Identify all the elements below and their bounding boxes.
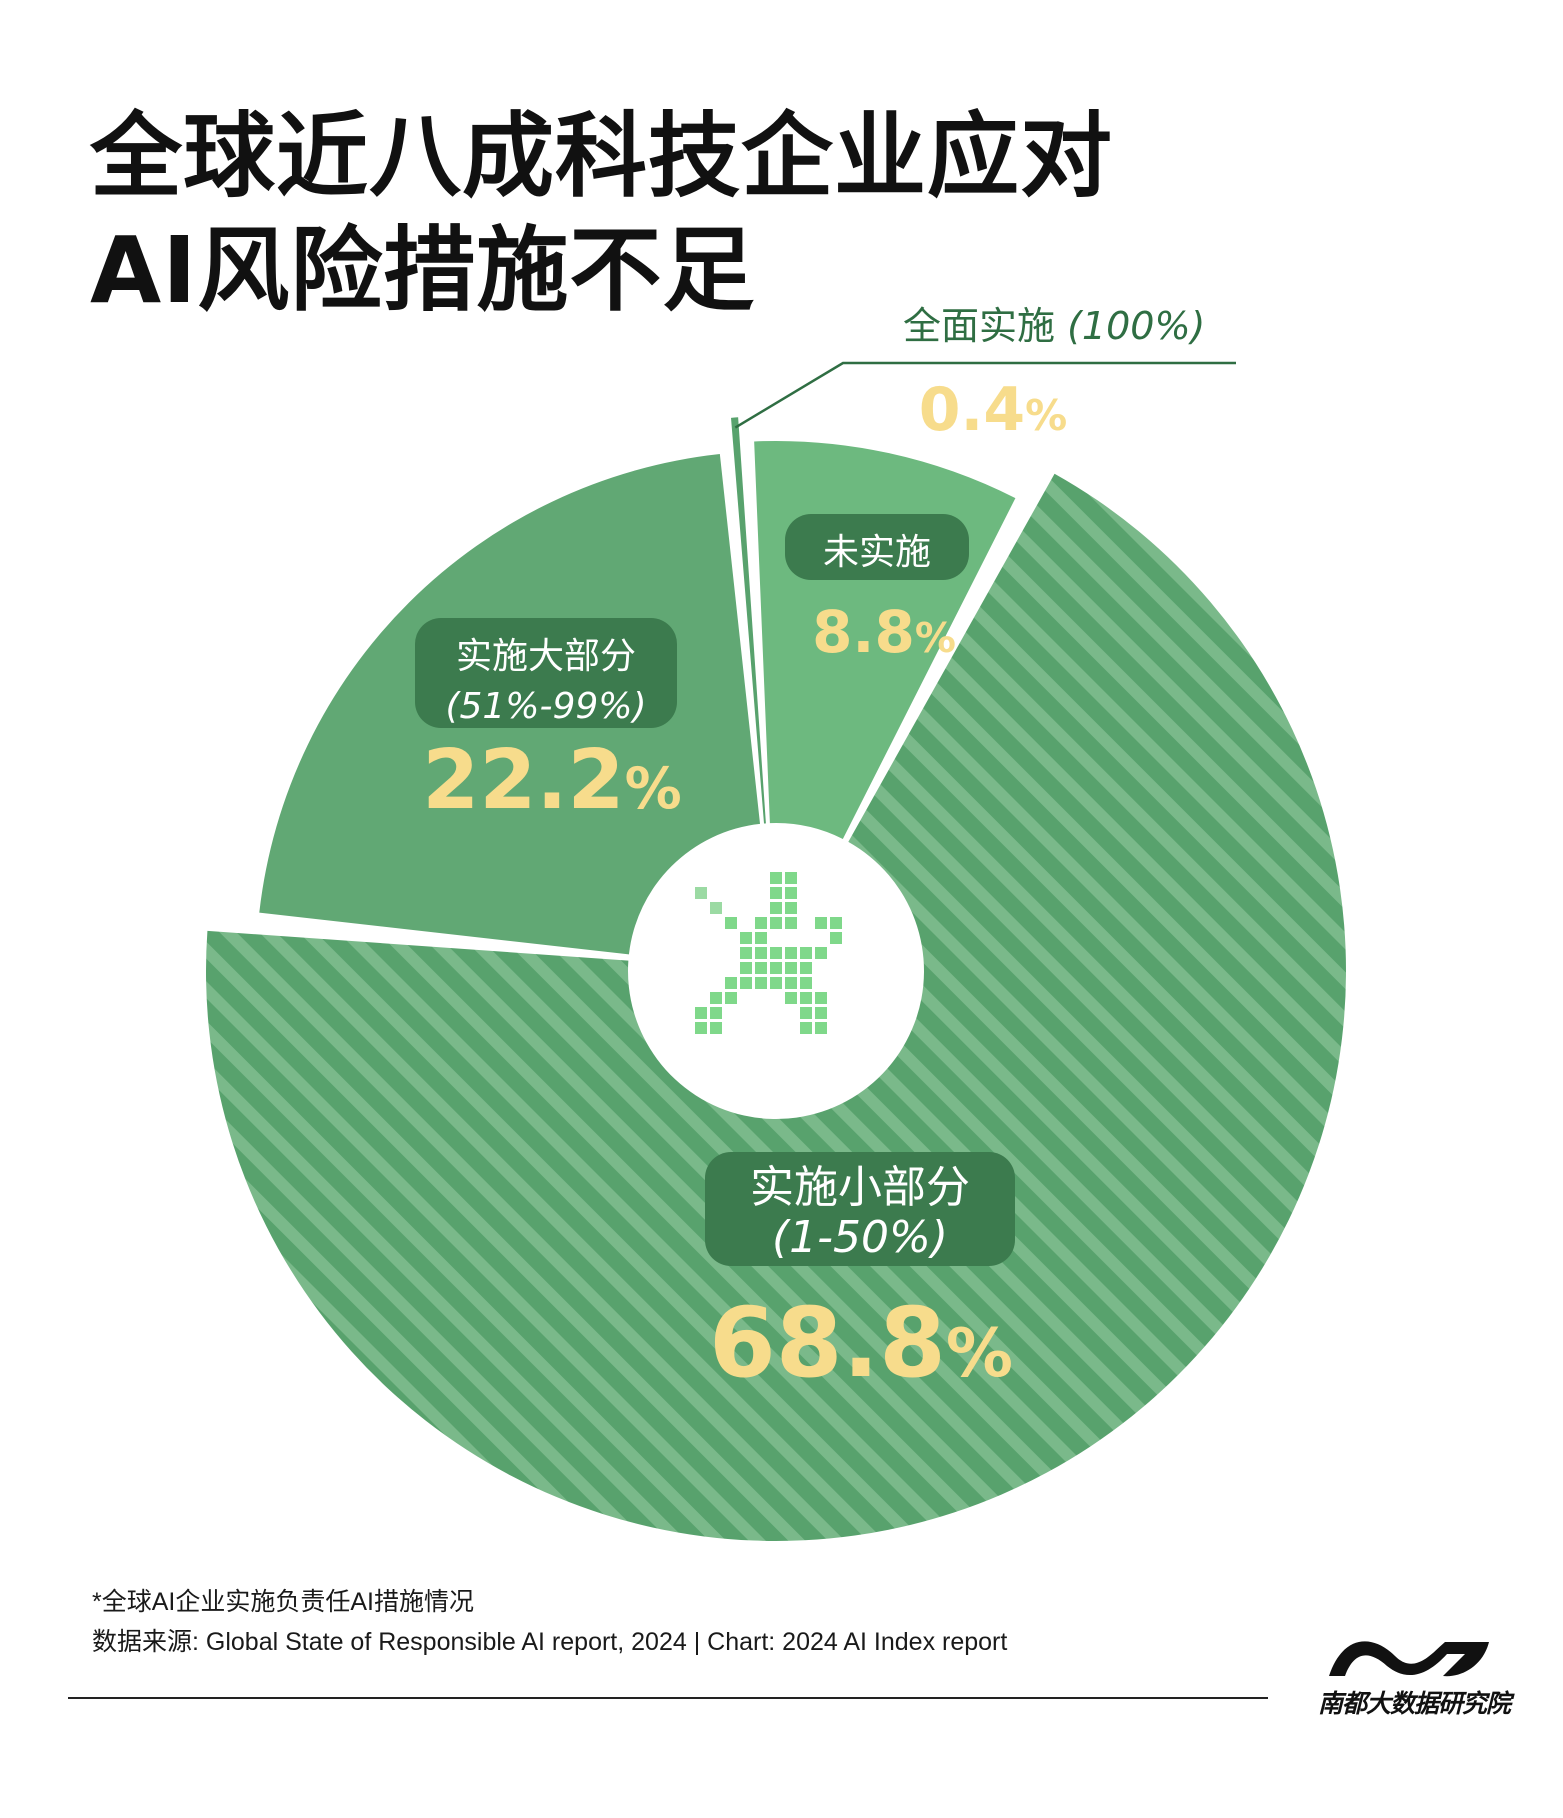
title-line-1: 全球近八成科技企业应对 <box>90 103 1114 210</box>
icon-pixel <box>785 947 797 959</box>
icon-pixel <box>785 887 797 899</box>
large-label: 实施大部分 (51%-99%) <box>415 618 677 728</box>
small-value-number: 68.8 <box>709 1287 946 1399</box>
icon-pixel <box>710 1007 722 1019</box>
icon-pixel <box>770 977 782 989</box>
icon-pixel <box>800 947 812 959</box>
none-label-text: 未实施 <box>823 532 931 573</box>
icon-pixel <box>695 1022 707 1034</box>
full-label-text: 全面实施 <box>903 304 1067 348</box>
icon-pixel <box>755 977 767 989</box>
large-value: 22.2% <box>422 733 681 828</box>
icon-pixel <box>815 917 827 929</box>
icon-pixel <box>815 1022 827 1034</box>
icon-pixel <box>740 962 752 974</box>
icon-pixel <box>785 977 797 989</box>
full-value: 0.4% <box>919 375 1067 445</box>
icon-pixel <box>695 1007 707 1019</box>
icon-pixel <box>755 962 767 974</box>
icon-pixel <box>725 917 737 929</box>
icon-pixel <box>830 917 842 929</box>
brand-logo: 南都大数据研究院 <box>1318 1630 1511 1720</box>
brand-name: 南都大数据研究院 <box>1318 1689 1511 1718</box>
icon-pixel <box>785 872 797 884</box>
slice-small <box>205 473 1347 1541</box>
icon-pixel <box>725 992 737 1004</box>
none-value: 8.8% <box>812 598 956 666</box>
icon-pixel <box>710 1022 722 1034</box>
none-percent-sign: % <box>915 614 956 662</box>
icon-pixel <box>740 947 752 959</box>
footer-divider <box>68 1697 1268 1699</box>
icon-pixel <box>785 992 797 1004</box>
large-label-box <box>415 618 677 728</box>
large-percent-sign: % <box>625 756 682 822</box>
icon-pixel <box>740 932 752 944</box>
icon-pixel <box>710 992 722 1004</box>
full-label: 全面实施 (100%) <box>903 304 1205 348</box>
icon-pixel <box>755 932 767 944</box>
icon-pixel <box>800 1022 812 1034</box>
icon-pixel <box>830 932 842 944</box>
icon-pixel <box>800 962 812 974</box>
small-percent-sign: % <box>946 1314 1013 1392</box>
full-callout-line <box>734 361 1236 429</box>
none-label: 未实施 <box>785 514 969 580</box>
icon-pixel <box>800 992 812 1004</box>
wave-logo-icon <box>1329 1641 1489 1677</box>
icon-pixel <box>770 917 782 929</box>
large-range-text: (51%-99%) <box>445 686 646 727</box>
icon-pixel <box>755 947 767 959</box>
chart-title: 全球近八成科技企业应对 AI风险措施不足 <box>90 100 1113 328</box>
icon-pixel <box>785 917 797 929</box>
large-value-number: 22.2 <box>422 733 624 828</box>
icon-pixel <box>695 887 707 899</box>
full-value-number: 0.4 <box>919 375 1025 445</box>
footnote-line-1: *全球AI企业实施负责任AI措施情况 <box>92 1588 474 1616</box>
labels-group: 实施大部分 (51%-99%) 22.2% 未实施 8.8% 实施小部分(1-50%) 68… <box>415 304 1236 1399</box>
icon-pixel <box>770 902 782 914</box>
small-range-text: (1-50%) <box>772 1212 948 1263</box>
none-label-box <box>785 514 969 580</box>
donut-chart: 实施大部分 (51%-99%) 22.2% 未实施 8.8% 实施小部分(1-50%) 68… <box>205 304 1347 1541</box>
icon-pixel <box>815 1007 827 1019</box>
pixel-star-icon <box>695 872 842 1034</box>
icon-pixel <box>710 902 722 914</box>
icon-pixel <box>800 977 812 989</box>
small-label-text: 实施小部分 <box>750 1162 970 1213</box>
icon-pixel <box>770 872 782 884</box>
full-range-text: (100%) <box>1067 304 1205 348</box>
icon-pixel <box>815 992 827 1004</box>
icon-pixel <box>800 1007 812 1019</box>
small-value: 68.8% <box>709 1287 1013 1399</box>
title-line-2: AI风险措施不足 <box>90 217 756 324</box>
icon-pixel <box>725 977 737 989</box>
source-line: 数据来源: Global State of Responsible AI rep… <box>92 1628 1008 1656</box>
none-value-number: 8.8 <box>812 598 915 666</box>
slice-full <box>731 417 766 824</box>
large-label-text: 实施大部分 <box>456 636 636 677</box>
icon-pixel <box>770 887 782 899</box>
icon-pixel <box>785 962 797 974</box>
small-label: 实施小部分(1-50%) <box>705 1152 1015 1266</box>
icon-pixel <box>785 902 797 914</box>
icon-pixel <box>770 962 782 974</box>
icon-pixel <box>740 977 752 989</box>
icon-pixel <box>770 947 782 959</box>
icon-pixel <box>755 917 767 929</box>
icon-pixel <box>815 947 827 959</box>
small-label-box <box>705 1152 1015 1266</box>
footnote: *全球AI企业实施负责任AI措施情况 数据来源: Global State of… <box>92 1582 1007 1662</box>
full-percent-sign: % <box>1025 391 1067 440</box>
